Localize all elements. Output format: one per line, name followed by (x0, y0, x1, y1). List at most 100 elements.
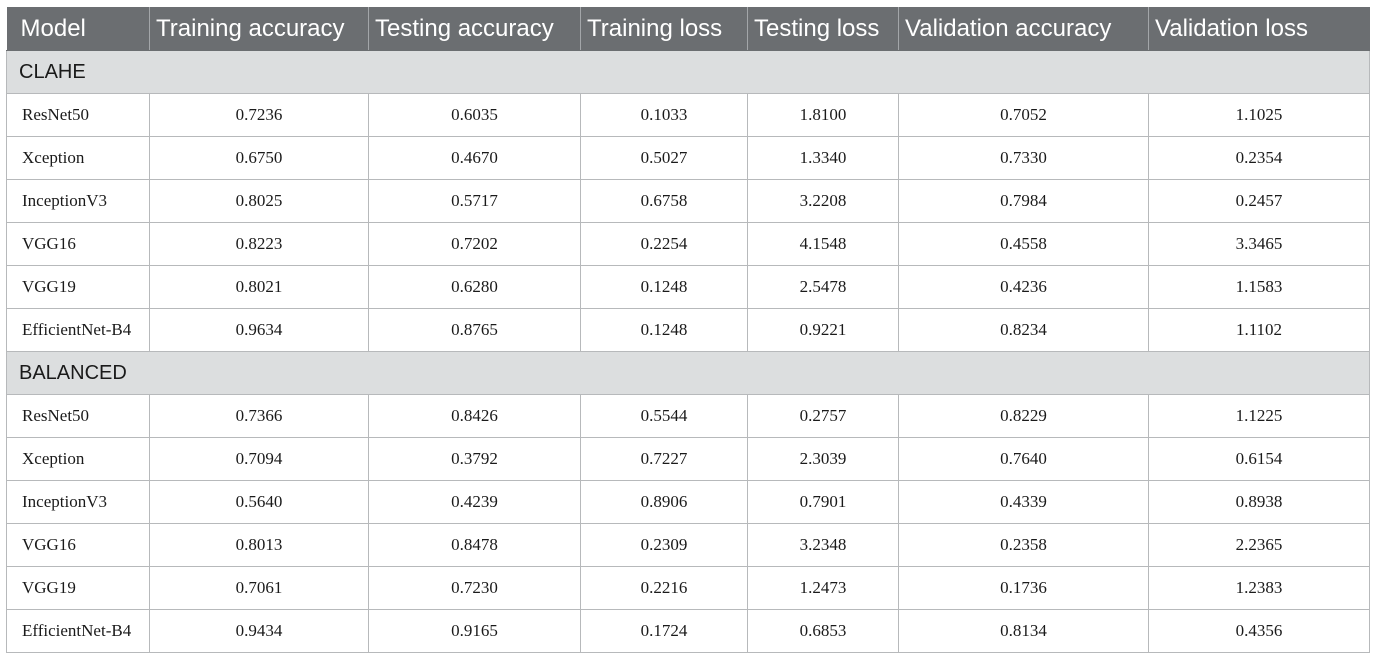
training-loss-cell: 0.1248 (580, 308, 748, 352)
column-header-training-loss: Training loss (580, 7, 748, 51)
model-cell: ResNet50 (6, 394, 150, 438)
validation-loss-cell: 1.1225 (1148, 394, 1370, 438)
testing-loss-cell: 1.8100 (747, 93, 899, 137)
training-loss-cell: 0.5027 (580, 136, 748, 180)
training-loss-cell: 0.2216 (580, 566, 748, 610)
table-row: EfficientNet-B4 0.9434 0.9165 0.1724 0.6853 0… (6, 609, 1370, 653)
training-loss-cell: 0.5544 (580, 394, 748, 438)
validation-accuracy-cell: 0.4339 (898, 480, 1149, 524)
testing-accuracy-cell: 0.3792 (368, 437, 581, 481)
validation-loss-cell: 1.1583 (1148, 265, 1370, 309)
validation-accuracy-cell: 0.7330 (898, 136, 1149, 180)
model-cell: VGG19 (6, 566, 150, 610)
training-loss-cell: 0.7227 (580, 437, 748, 481)
section-label: BALANCED (6, 351, 1370, 395)
validation-accuracy-cell: 0.2358 (898, 523, 1149, 567)
testing-loss-cell: 0.2757 (747, 394, 899, 438)
validation-loss-cell: 0.4356 (1148, 609, 1370, 653)
validation-loss-cell: 0.2354 (1148, 136, 1370, 180)
training-accuracy-cell: 0.7061 (149, 566, 369, 610)
validation-loss-cell: 1.1102 (1148, 308, 1370, 352)
model-cell: InceptionV3 (6, 179, 150, 223)
training-loss-cell: 0.1033 (580, 93, 748, 137)
validation-accuracy-cell: 0.7640 (898, 437, 1149, 481)
training-accuracy-cell: 0.9434 (149, 609, 369, 653)
validation-loss-cell: 1.1025 (1148, 93, 1370, 137)
validation-accuracy-cell: 0.8234 (898, 308, 1149, 352)
testing-accuracy-cell: 0.8426 (368, 394, 581, 438)
training-accuracy-cell: 0.5640 (149, 480, 369, 524)
testing-loss-cell: 0.9221 (747, 308, 899, 352)
validation-loss-cell: 0.8938 (1148, 480, 1370, 524)
validation-loss-cell: 0.2457 (1148, 179, 1370, 223)
model-cell: VGG16 (6, 523, 150, 567)
column-header-model: Model (6, 7, 150, 51)
testing-accuracy-cell: 0.6035 (368, 93, 581, 137)
testing-loss-cell: 3.2208 (747, 179, 899, 223)
column-header-testing-loss: Testing loss (747, 7, 899, 51)
model-cell: Xception (6, 136, 150, 180)
table-header: Model Training accuracy Testing accuracy… (6, 7, 1370, 51)
results-table: Model Training accuracy Testing accuracy… (6, 7, 1370, 653)
testing-loss-cell: 1.3340 (747, 136, 899, 180)
testing-loss-cell: 1.2473 (747, 566, 899, 610)
validation-accuracy-cell: 0.7984 (898, 179, 1149, 223)
testing-loss-cell: 0.6853 (747, 609, 899, 653)
validation-accuracy-cell: 0.7052 (898, 93, 1149, 137)
validation-accuracy-cell: 0.8229 (898, 394, 1149, 438)
training-accuracy-cell: 0.7094 (149, 437, 369, 481)
table-body: CLAHE ResNet50 0.7236 0.6035 0.1033 1.8100 0.7… (6, 50, 1370, 653)
training-accuracy-cell: 0.6750 (149, 136, 369, 180)
model-cell: VGG19 (6, 265, 150, 309)
training-loss-cell: 0.2254 (580, 222, 748, 266)
testing-accuracy-cell: 0.7230 (368, 566, 581, 610)
testing-loss-cell: 2.3039 (747, 437, 899, 481)
table-row: Xception 0.6750 0.4670 0.5027 1.3340 0.7330 0.… (6, 136, 1370, 180)
table-row: VGG16 0.8223 0.7202 0.2254 4.1548 0.4558 3.346… (6, 222, 1370, 266)
validation-accuracy-cell: 0.4236 (898, 265, 1149, 309)
table-row: VGG19 0.7061 0.7230 0.2216 1.2473 0.1736 1.238… (6, 566, 1370, 610)
testing-accuracy-cell: 0.9165 (368, 609, 581, 653)
training-accuracy-cell: 0.7236 (149, 93, 369, 137)
training-accuracy-cell: 0.8223 (149, 222, 369, 266)
validation-loss-cell: 1.2383 (1148, 566, 1370, 610)
table-row: Xception 0.7094 0.3792 0.7227 2.3039 0.7640 0.… (6, 437, 1370, 481)
training-accuracy-cell: 0.7366 (149, 394, 369, 438)
table-row: ResNet50 0.7236 0.6035 0.1033 1.8100 0.7052 1.… (6, 93, 1370, 137)
table-row: EfficientNet-B4 0.9634 0.8765 0.1248 0.9221 0… (6, 308, 1370, 352)
validation-accuracy-cell: 0.4558 (898, 222, 1149, 266)
column-header-validation-accuracy: Validation accuracy (898, 7, 1149, 51)
training-loss-cell: 0.8906 (580, 480, 748, 524)
table-row: InceptionV3 0.5640 0.4239 0.8906 0.7901 0.433… (6, 480, 1370, 524)
training-accuracy-cell: 0.8021 (149, 265, 369, 309)
model-cell: EfficientNet-B4 (6, 308, 150, 352)
testing-accuracy-cell: 0.6280 (368, 265, 581, 309)
testing-accuracy-cell: 0.7202 (368, 222, 581, 266)
section-label: CLAHE (6, 50, 1370, 94)
training-accuracy-cell: 0.9634 (149, 308, 369, 352)
testing-accuracy-cell: 0.8478 (368, 523, 581, 567)
column-header-testing-accuracy: Testing accuracy (368, 7, 581, 51)
column-header-training-accuracy: Training accuracy (149, 7, 369, 51)
validation-accuracy-cell: 0.8134 (898, 609, 1149, 653)
table-row: VGG16 0.8013 0.8478 0.2309 3.2348 0.2358 2.236… (6, 523, 1370, 567)
training-loss-cell: 0.2309 (580, 523, 748, 567)
section-row: BALANCED (6, 351, 1370, 395)
table-row: ResNet50 0.7366 0.8426 0.5544 0.2757 0.8229 1.… (6, 394, 1370, 438)
validation-accuracy-cell: 0.1736 (898, 566, 1149, 610)
validation-loss-cell: 2.2365 (1148, 523, 1370, 567)
header-row: Model Training accuracy Testing accuracy… (6, 7, 1370, 51)
training-loss-cell: 0.6758 (580, 179, 748, 223)
model-cell: ResNet50 (6, 93, 150, 137)
training-accuracy-cell: 0.8013 (149, 523, 369, 567)
model-cell: InceptionV3 (6, 480, 150, 524)
model-cell: VGG16 (6, 222, 150, 266)
validation-loss-cell: 3.3465 (1148, 222, 1370, 266)
table-row: VGG19 0.8021 0.6280 0.1248 2.5478 0.4236 1.158… (6, 265, 1370, 309)
model-cell: EfficientNet-B4 (6, 609, 150, 653)
testing-loss-cell: 0.7901 (747, 480, 899, 524)
training-loss-cell: 0.1248 (580, 265, 748, 309)
training-accuracy-cell: 0.8025 (149, 179, 369, 223)
testing-loss-cell: 2.5478 (747, 265, 899, 309)
training-loss-cell: 0.1724 (580, 609, 748, 653)
